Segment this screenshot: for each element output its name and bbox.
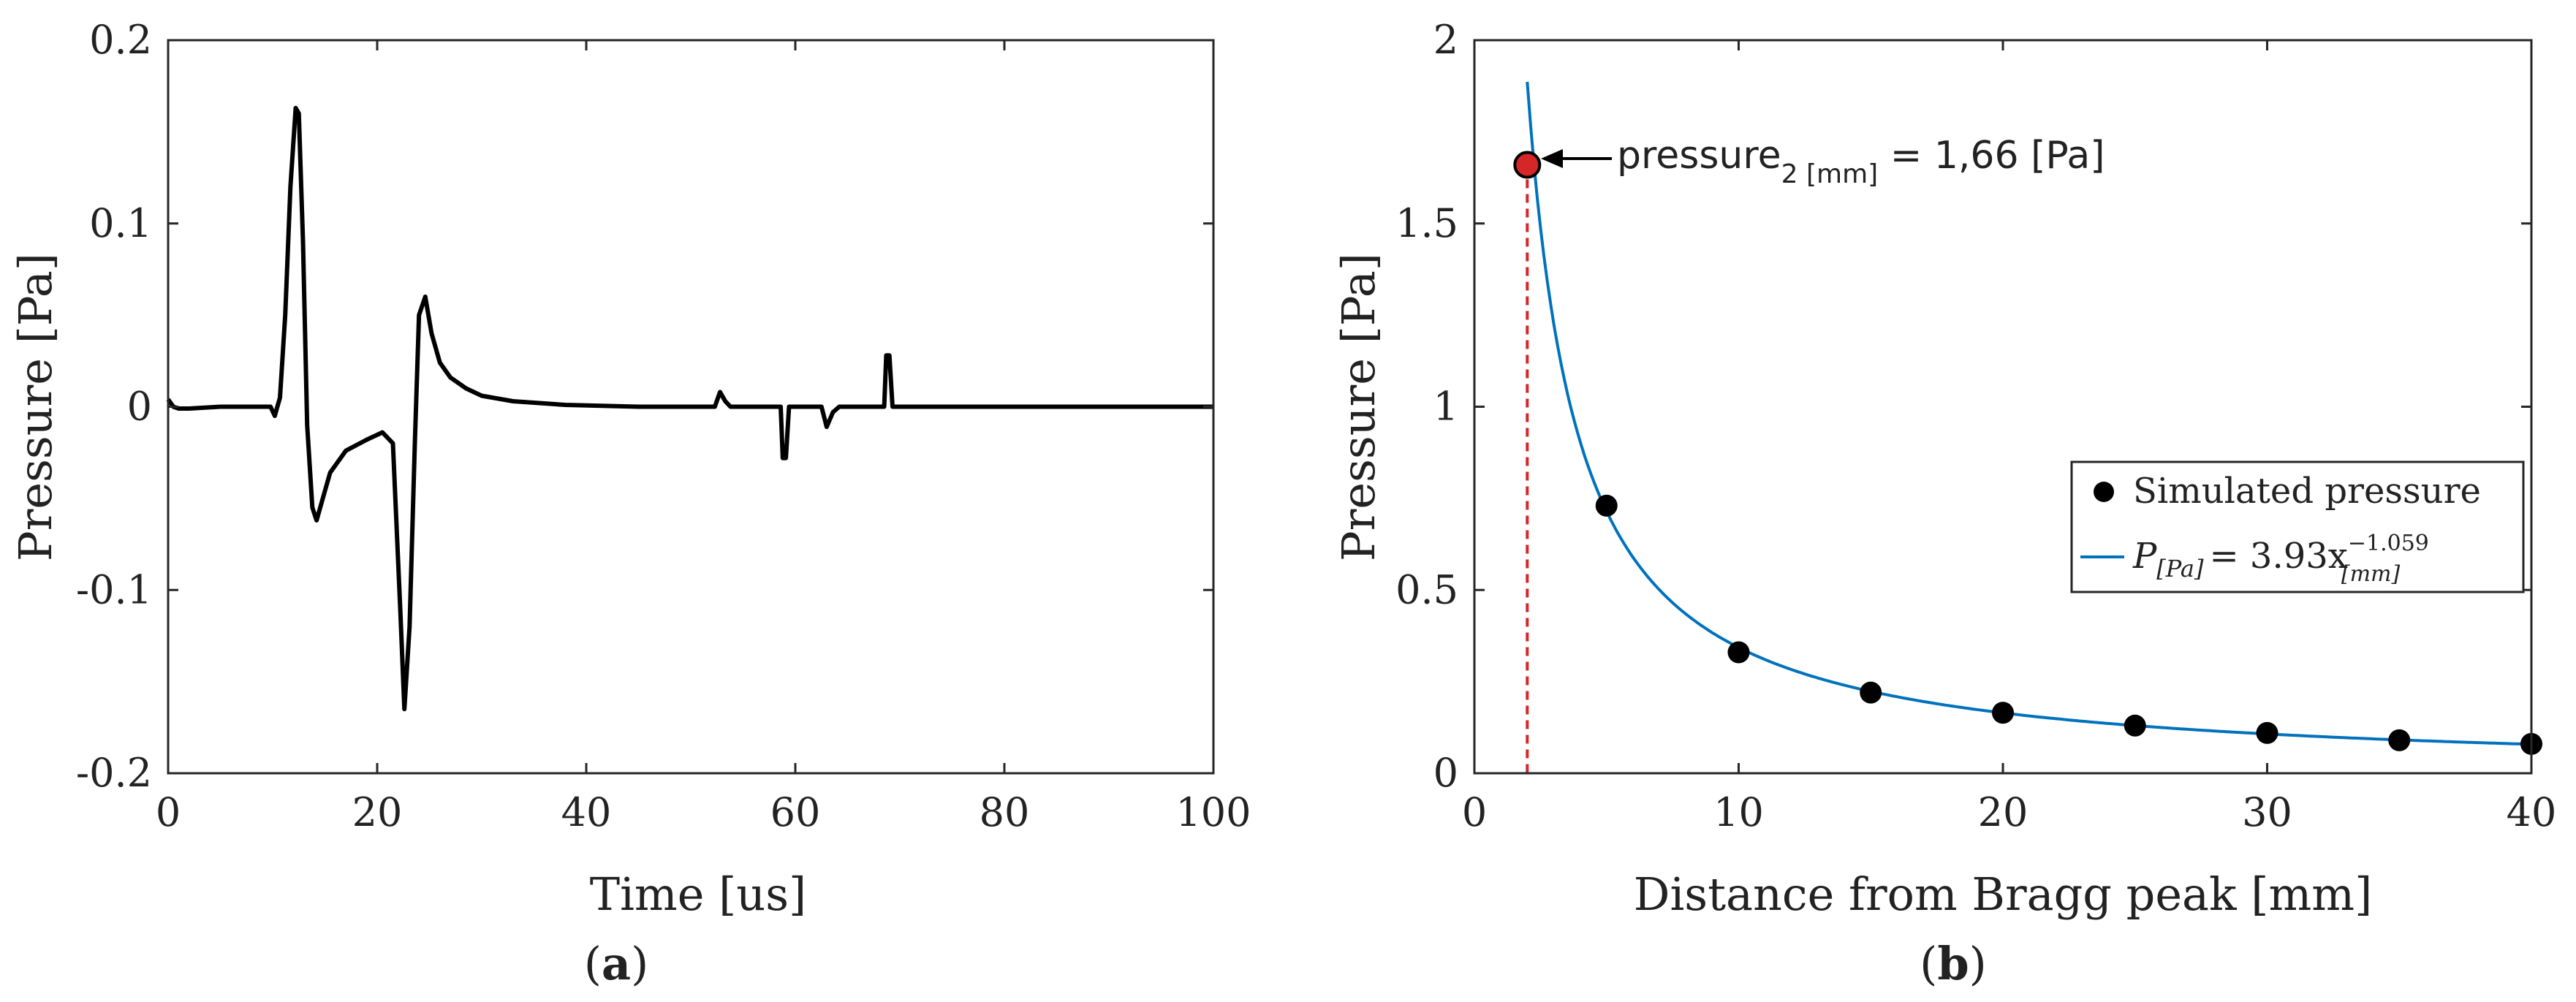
chart-b-x-tick-label: 0 <box>1462 789 1487 835</box>
chart-a-x-tick-label: 80 <box>980 789 1030 835</box>
panel-label-b: (b) <box>1920 937 1987 990</box>
chart-b-highlight-point <box>1513 151 1542 179</box>
chart-b-y-tick-label: 2 <box>1433 17 1458 63</box>
chart-a-x-tick-label: 100 <box>1175 789 1251 835</box>
chart-a-x-tick-label: 0 <box>156 789 181 835</box>
chart-a-y-tick-label: 0.1 <box>89 200 152 246</box>
chart-b-data-point <box>2124 714 2146 737</box>
chart-a-y-tick-label: 0.2 <box>89 17 152 63</box>
chart-a-x-axis-title: Time [us] <box>590 868 807 921</box>
chart-b-x-tick-label: 30 <box>2242 789 2292 835</box>
chart-a-x-tick-label: 40 <box>561 789 612 835</box>
chart-b-y-tick-label: 0 <box>1433 750 1458 796</box>
panel-label-b-close: ) <box>1969 937 1987 990</box>
chart-b-legend: Simulated pressure P[Pa] = 3.93x−1.059 [mm… <box>2070 460 2525 593</box>
chart-b-plot-area <box>1513 81 2542 773</box>
chart-a-plot-area <box>166 105 1213 712</box>
fit-rhs-sup: −1.059 <box>2348 531 2429 556</box>
annotation-label-value: = 1,66 [Pa] <box>1878 134 2105 178</box>
chart-a-y-tick-label: 0 <box>127 384 152 430</box>
chart-b-ticks: 0 10 20 30 40 0 0.5 1 1.5 2 <box>1395 17 2556 835</box>
fit-rhs-main: = 3.93x <box>2209 536 2347 577</box>
chart-a-y-tick-label: -0.1 <box>76 566 152 612</box>
chart-b-data-point <box>1595 494 1618 517</box>
chart-a-x-tick-label: 20 <box>352 789 403 835</box>
chart-b-data-point <box>2388 729 2411 751</box>
chart-b-x-axis-title: Distance from Bragg peak [mm] <box>1634 868 2373 921</box>
chart-b-x-tick-label: 10 <box>1713 789 1764 835</box>
chart-a-y-axis-title: Pressure [Pa] <box>9 253 62 561</box>
annotation-label-sub: 2 [mm] <box>1781 159 1879 189</box>
chart-b-y-tick-label: 1.5 <box>1395 200 1458 246</box>
chart-panel-a: 0 20 40 60 80 100 -0.2 -0.1 0 0.1 0.2 Time [us] Pr… <box>9 17 1251 990</box>
panel-label-a-letter: a <box>602 937 631 990</box>
chart-panel-b: 0 10 20 30 40 0 0.5 1 1.5 2 Distance from Bragg p… <box>1332 17 2556 990</box>
chart-a-x-tick-label: 60 <box>770 789 821 835</box>
legend-box <box>2070 460 2525 593</box>
chart-b-x-tick-label: 20 <box>1978 789 2028 835</box>
annotation-label-main: pressure <box>1617 134 1781 178</box>
fit-lhs: P <box>2132 536 2157 577</box>
legend-marker-simulated <box>2094 482 2114 502</box>
chart-b-data-point <box>1992 702 2014 724</box>
panel-label-a-close: ) <box>631 937 648 990</box>
panel-label-b-open: ( <box>1920 937 1937 990</box>
chart-b-data-point <box>2256 721 2278 744</box>
panel-label-a: (a) <box>584 937 649 990</box>
legend-label-fit: P[Pa] = 3.93x−1.059 [mm] <box>2132 531 2429 587</box>
chart-b-data-point <box>1860 681 1882 704</box>
legend-label-simulated: Simulated pressure <box>2133 471 2481 512</box>
fit-lhs-sub: [Pa] <box>2156 555 2204 582</box>
annotation-arrowhead <box>1541 149 1563 168</box>
chart-b-fit-curve <box>1526 81 2532 746</box>
chart-b-data-point <box>1727 641 1750 664</box>
chart-b-y-tick-label: 1 <box>1433 384 1458 430</box>
annotation-text: pressure2 [mm] = 1,66 [Pa] <box>1617 134 2105 189</box>
chart-b-y-axis-title: Pressure [Pa] <box>1332 253 1385 561</box>
chart-b-annotation: pressure2 [mm] = 1,66 [Pa] <box>1541 134 2105 189</box>
chart-a-ticks: 0 20 40 60 80 100 -0.2 -0.1 0 0.1 0.2 <box>76 17 1251 835</box>
panel-label-b-letter: b <box>1937 937 1969 990</box>
chart-a-y-tick-label: -0.2 <box>76 750 152 796</box>
chart-a-series-line <box>166 105 1213 712</box>
chart-b-x-tick-label: 40 <box>2507 789 2557 835</box>
panel-label-a-open: ( <box>584 937 602 990</box>
fit-rhs-sub: [mm] <box>2341 561 2401 587</box>
chart-b-y-tick-label: 0.5 <box>1395 566 1458 612</box>
